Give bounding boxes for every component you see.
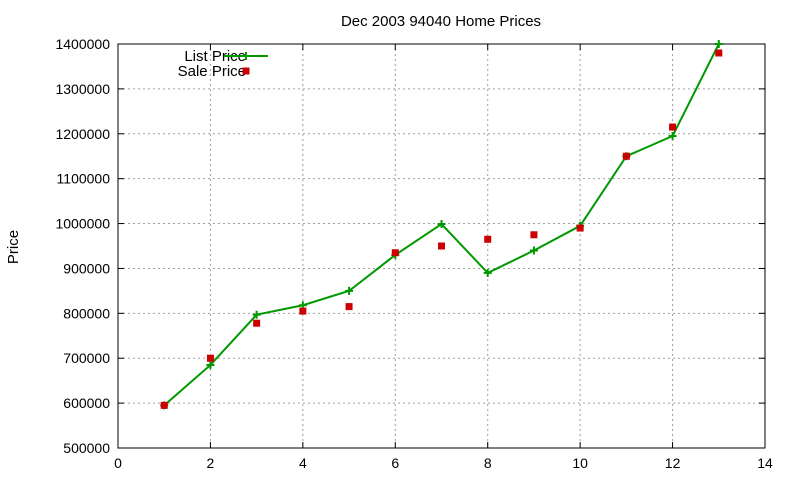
x-tick-label: 2: [207, 455, 215, 471]
sale-price-point: [160, 401, 168, 409]
sale-price-point: [530, 231, 538, 239]
y-tick-label: 1200000: [55, 126, 110, 142]
y-tick-label: 1000000: [55, 216, 110, 232]
list-price-point: [529, 246, 538, 255]
y-tick-label: 500000: [63, 440, 110, 456]
chart-title: Dec 2003 94040 Home Prices: [341, 13, 541, 30]
y-tick-label: 900000: [63, 260, 110, 276]
grid: [118, 44, 765, 448]
sale-price-point: [345, 303, 353, 311]
x-tick-label: 14: [757, 455, 773, 471]
sale-price-point: [206, 354, 214, 362]
x-tick-label: 12: [665, 455, 681, 471]
y-tick-label: 1100000: [57, 171, 111, 187]
y-tick-label: 1400000: [55, 36, 110, 52]
sale-price-point: [391, 249, 399, 257]
legend-label-list-price: List Price: [184, 48, 246, 65]
list-price-point: [345, 286, 354, 295]
sale-price-point: [253, 319, 261, 327]
x-tick-label: 10: [572, 455, 588, 471]
y-tick-label: 1300000: [55, 81, 110, 97]
x-tick-label: 0: [114, 455, 122, 471]
x-tick-label: 4: [299, 455, 307, 471]
sale-price-point: [299, 307, 307, 315]
sale-price-point: [622, 152, 630, 160]
list-price-point: [668, 132, 677, 141]
x-tick-label: 8: [484, 455, 492, 471]
y-tick-label: 700000: [63, 350, 110, 366]
axes: 0 2 4 6 8 10 12 14 500000 600000 700000 800000 90000…: [55, 36, 773, 471]
list-price-point: [206, 360, 215, 369]
sale-price-point: [715, 49, 723, 57]
sale-price-point: [438, 242, 445, 250]
sale-price-point: [669, 123, 677, 131]
x-tick-label: 6: [391, 455, 399, 471]
legend-label-sale-price: Sale Price: [178, 63, 246, 80]
series: [160, 40, 723, 410]
list-price-point: [483, 268, 492, 277]
y-axis-title: Price: [5, 230, 22, 264]
plot-border: [117, 43, 766, 449]
list-price-point: [252, 310, 261, 319]
legend-swatch-square: [242, 67, 250, 75]
sale-price-point: [576, 224, 584, 232]
sale-price-point: [484, 235, 492, 243]
y-tick-label: 600000: [63, 395, 110, 411]
y-tick-label: 800000: [63, 305, 110, 321]
list-price-point: [437, 220, 446, 229]
list-price-point: [714, 40, 723, 48]
series-sale-price: [160, 49, 723, 409]
